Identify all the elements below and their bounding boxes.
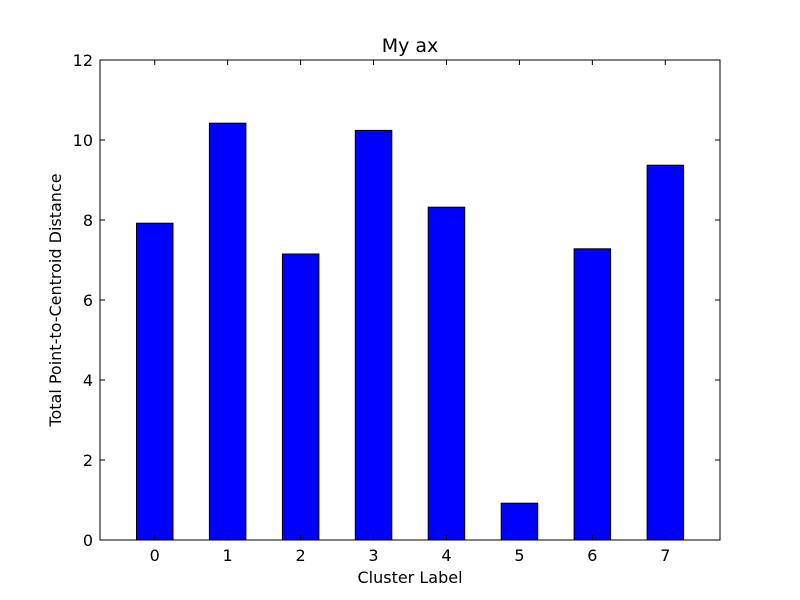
bar-cluster-7 <box>646 164 685 541</box>
y-tick-label: 0 <box>83 531 93 550</box>
y-tick-label: 2 <box>83 451 93 470</box>
x-tick-label: 4 <box>441 546 451 565</box>
chart-title: My ax <box>382 35 439 57</box>
x-tick-label: 3 <box>368 546 378 565</box>
x-tick-label: 0 <box>150 546 160 565</box>
bar-cluster-5 <box>500 502 539 541</box>
bar-cluster-6 <box>573 248 612 541</box>
x-axis-label: Cluster Label <box>357 568 462 587</box>
y-axis-label: Total Point-to-Centroid Distance <box>46 173 65 427</box>
y-tick-label: 4 <box>83 371 93 390</box>
y-tick-label: 6 <box>83 291 93 310</box>
bar-cluster-2 <box>281 253 320 541</box>
bar-cluster-0 <box>136 222 174 541</box>
bar-cluster-4 <box>427 206 466 541</box>
x-tick-label: 2 <box>295 546 305 565</box>
x-tick-label: 1 <box>223 546 233 565</box>
x-tick-label: 7 <box>660 546 670 565</box>
y-tick-label: 8 <box>83 211 93 230</box>
bar-cluster-3 <box>354 129 393 541</box>
x-tick-label: 5 <box>514 546 524 565</box>
x-tick-label: 6 <box>587 546 597 565</box>
y-tick-label: 10 <box>73 131 93 150</box>
y-tick-label: 12 <box>73 51 93 70</box>
bars-group <box>136 122 685 541</box>
bar-cluster-1 <box>208 122 247 541</box>
plot-frame <box>99 59 721 541</box>
